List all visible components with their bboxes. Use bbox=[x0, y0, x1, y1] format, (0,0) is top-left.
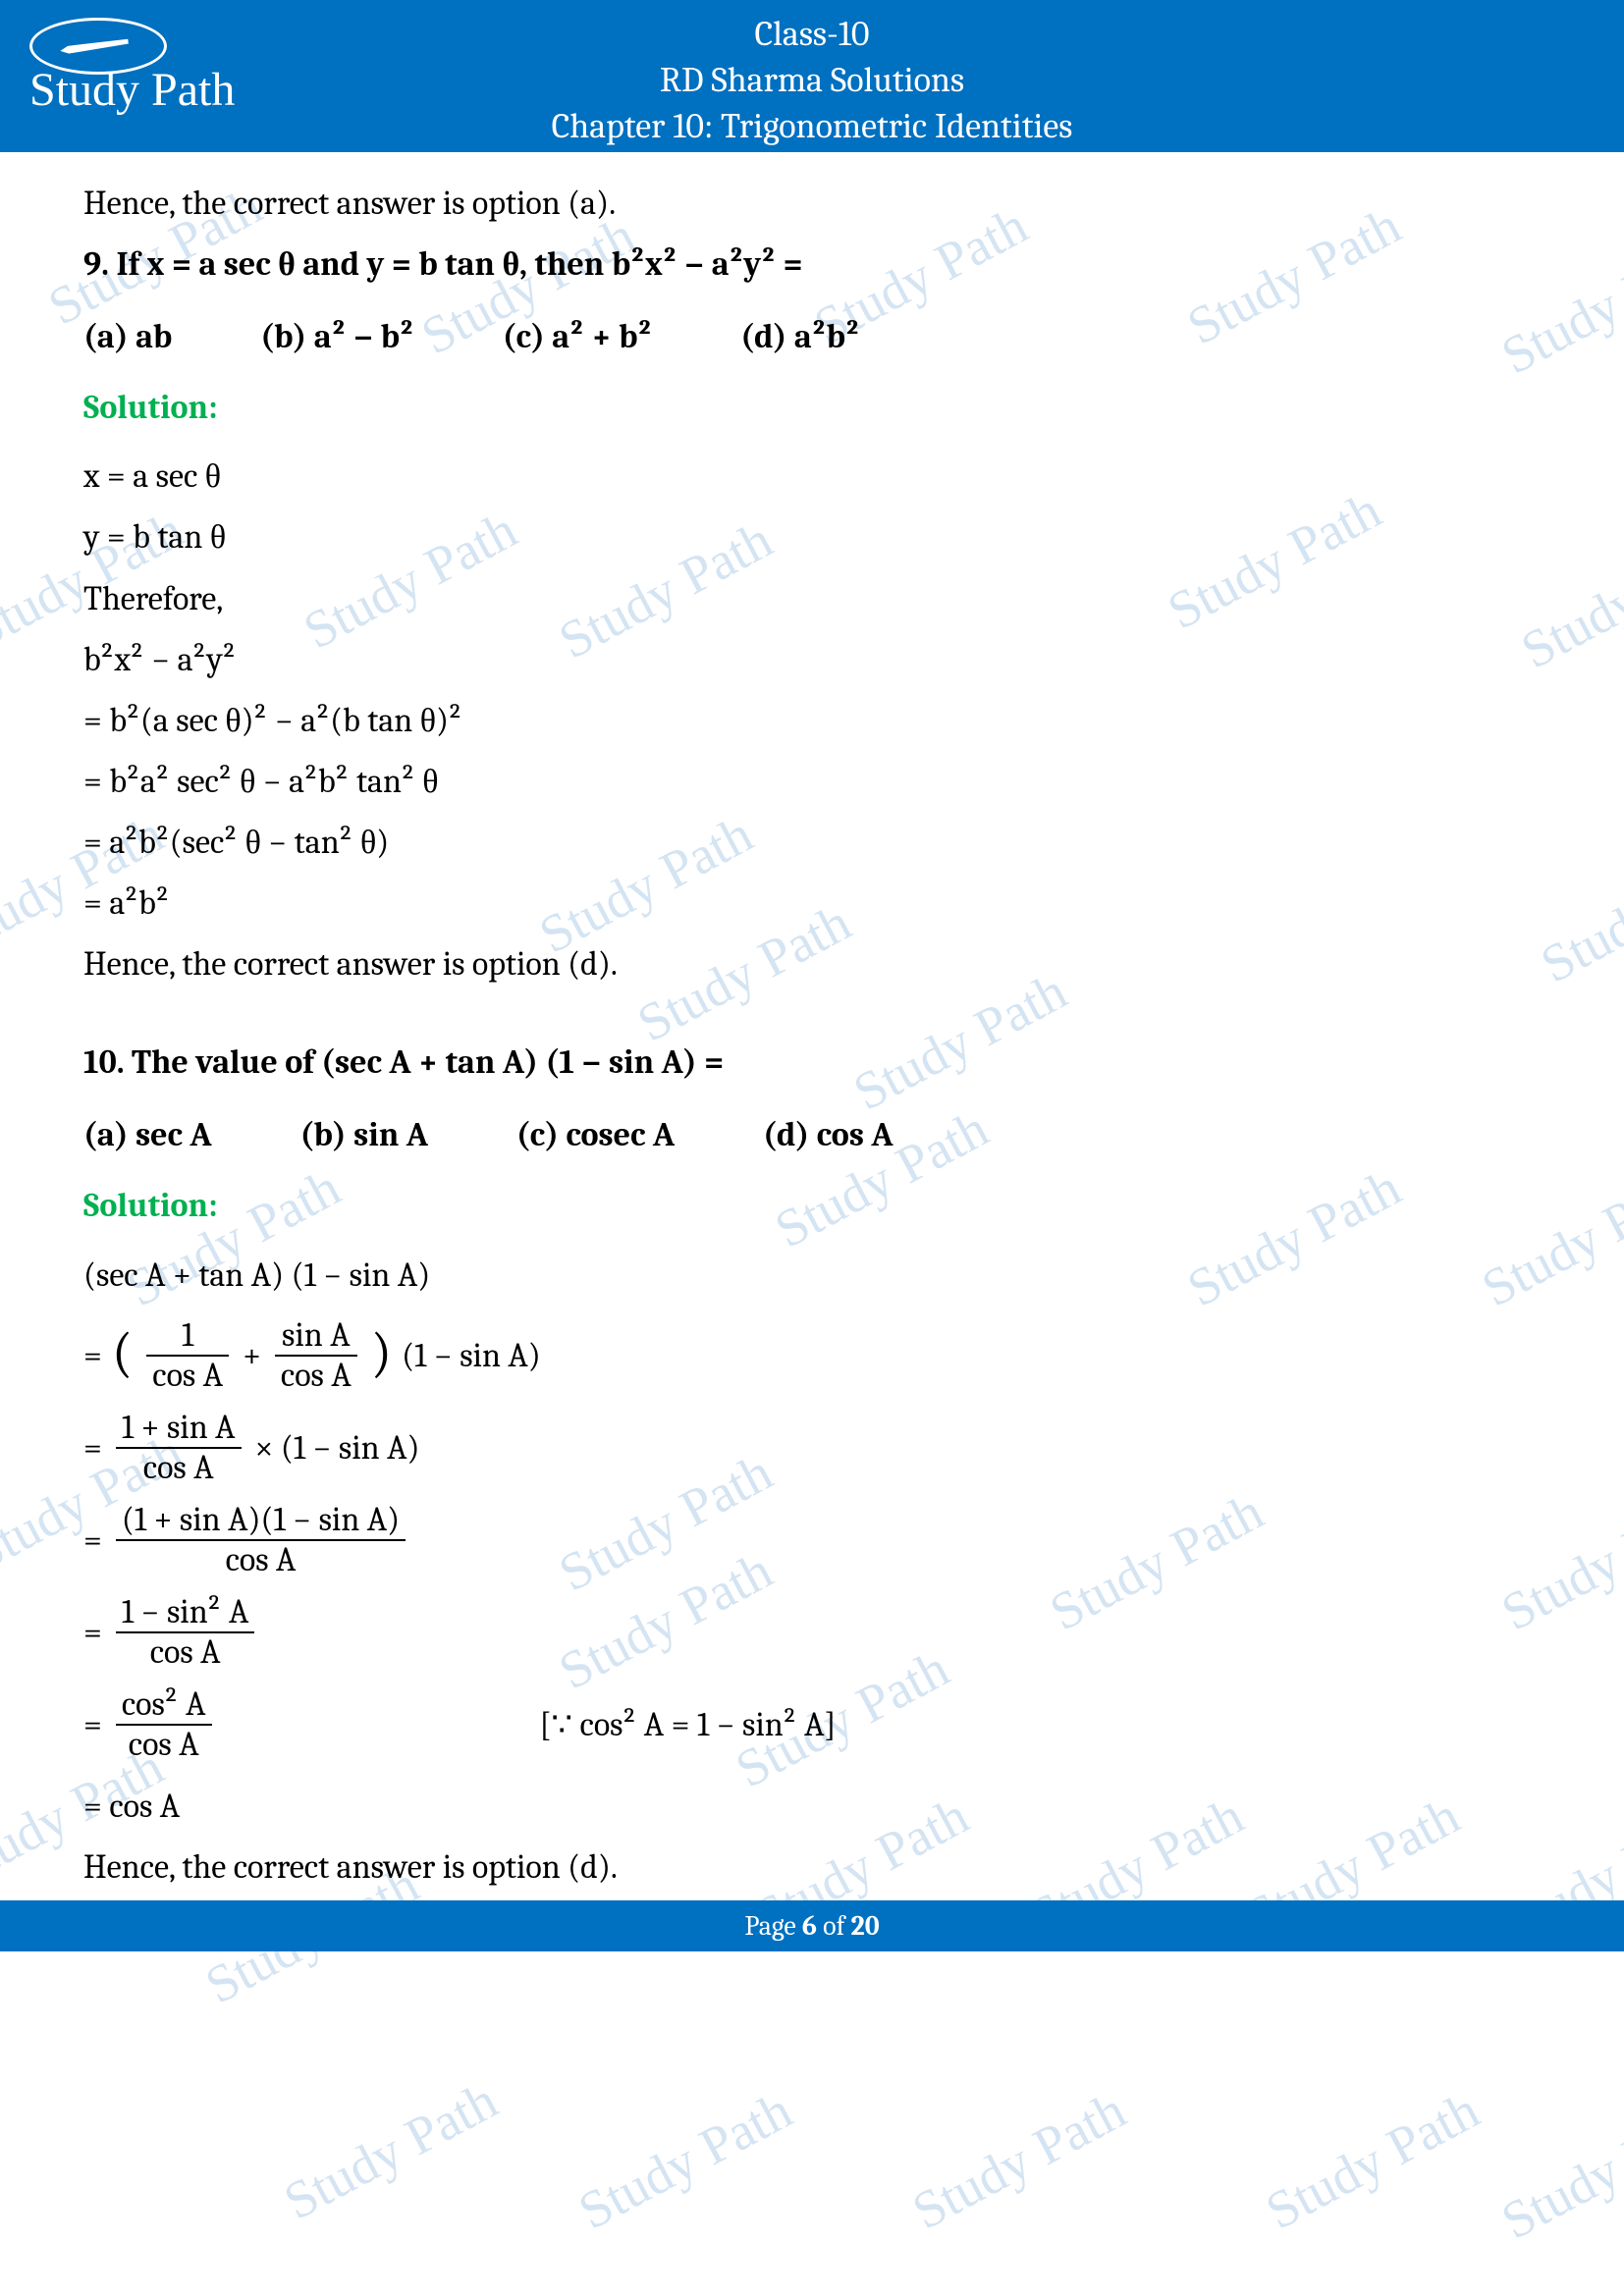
equals-sign: = bbox=[83, 1605, 102, 1660]
q10-stem: 10. The value of (sec A + tan A) (1 − si… bbox=[83, 1035, 1541, 1090]
q10-option-b: (b) sin A bbox=[300, 1107, 428, 1162]
header-chapter: Chapter 10: Trigonometric Identities bbox=[0, 104, 1624, 150]
denominator: cos A bbox=[116, 1724, 212, 1764]
fraction: (1 + sin A)(1 − sin A) cos A bbox=[116, 1501, 406, 1579]
identity-aside: [∵ cos² A = 1 − sin² A] bbox=[540, 1697, 837, 1752]
watermark: Study Path bbox=[1491, 2089, 1624, 2251]
q10-text: The value of (sec A + tan A) (1 − sin A)… bbox=[132, 1042, 724, 1082]
numerator: sin A bbox=[275, 1316, 357, 1355]
numerator: cos² A bbox=[116, 1685, 212, 1724]
q9-line: b²x² − a²y² bbox=[83, 632, 1541, 687]
watermark: Study Path bbox=[1256, 2079, 1489, 2241]
q10-conclusion: Hence, the correct answer is option (d). bbox=[83, 1840, 1541, 1895]
q9-option-d: (d) a²b² bbox=[740, 309, 859, 364]
q10-line1: (sec A + tan A) (1 − sin A) bbox=[83, 1248, 1541, 1303]
watermark: Study Path bbox=[274, 2069, 507, 2231]
logo: Study Path bbox=[29, 18, 235, 114]
denominator: cos A bbox=[116, 1631, 255, 1672]
right-paren-icon: ) bbox=[371, 1331, 392, 1375]
plus-sign: + bbox=[243, 1328, 261, 1383]
q10-eq2: = ( 1 cos A + sin A cos A ) (1 − sin A) bbox=[83, 1316, 1541, 1395]
q9-conclusion: Hence, the correct answer is option (d). bbox=[83, 936, 1541, 991]
q9-stem: 9. If x = a sec θ and y = b tan θ, then … bbox=[83, 237, 1541, 292]
footer-total: 20 bbox=[851, 1910, 880, 1942]
q9-line: = a²b²(sec² θ − tan² θ) bbox=[83, 815, 1541, 870]
denominator: cos A bbox=[116, 1447, 242, 1487]
fraction: 1 + sin A cos A bbox=[116, 1409, 242, 1487]
watermark: Study Path bbox=[902, 2079, 1135, 2241]
q10-eq6: = cos² A cos A [∵ cos² A = 1 − sin² A] bbox=[83, 1685, 1541, 1764]
q10-eq7: = cos A bbox=[83, 1779, 1541, 1834]
q9-option-b: (b) a² − b² bbox=[260, 309, 414, 364]
q9-line: x = a sec θ bbox=[83, 449, 1541, 504]
q9-line: y = b tan θ bbox=[83, 509, 1541, 564]
fraction: sin A cos A bbox=[275, 1316, 357, 1395]
q9-line: = b²(a sec θ)² − a²(b tan θ)² bbox=[83, 693, 1541, 748]
q10-option-d: (d) cos A bbox=[763, 1107, 893, 1162]
q9-number: 9. bbox=[83, 244, 109, 284]
equals-sign: = bbox=[83, 1420, 102, 1475]
q9-solution-label: Solution: bbox=[83, 380, 1541, 435]
header-book: RD Sharma Solutions bbox=[0, 58, 1624, 104]
numerator: (1 + sin A)(1 − sin A) bbox=[116, 1501, 406, 1539]
q10-eq5: = 1 − sin² A cos A bbox=[83, 1593, 1541, 1672]
left-paren-icon: ( bbox=[112, 1331, 133, 1375]
page-content: Hence, the correct answer is option (a).… bbox=[0, 152, 1624, 1895]
q9-line: Therefore, bbox=[83, 571, 1541, 626]
numerator: 1 − sin² A bbox=[116, 1593, 255, 1631]
q10-solution-label: Solution: bbox=[83, 1178, 1541, 1233]
q10-number: 10. bbox=[83, 1042, 125, 1082]
eq-tail: × (1 − sin A) bbox=[255, 1420, 420, 1475]
footer-current: 6 bbox=[802, 1910, 817, 1942]
denominator: cos A bbox=[146, 1355, 229, 1395]
numerator: 1 + sin A bbox=[116, 1409, 242, 1447]
q10-options: (a) sec A (b) sin A (c) cosec A (d) cos … bbox=[83, 1107, 1541, 1162]
prev-conclusion: Hence, the correct answer is option (a). bbox=[83, 176, 1541, 231]
q10-option-c: (c) cosec A bbox=[516, 1107, 675, 1162]
q9-text: If x = a sec θ and y = b tan θ, then b²x… bbox=[116, 244, 802, 284]
watermark: Study Path bbox=[568, 2079, 801, 2241]
q10-eq4: = (1 + sin A)(1 − sin A) cos A bbox=[83, 1501, 1541, 1579]
header-class: Class-10 bbox=[0, 12, 1624, 58]
q9-option-c: (c) a² + b² bbox=[503, 309, 653, 364]
q9-line: = a²b² bbox=[83, 876, 1541, 931]
q9-line: = b²a² sec² θ − a²b² tan² θ bbox=[83, 754, 1541, 809]
fraction: 1 cos A bbox=[146, 1316, 229, 1395]
denominator: cos A bbox=[275, 1355, 357, 1395]
logo-pen-icon bbox=[29, 18, 167, 75]
numerator: 1 bbox=[146, 1316, 229, 1355]
equals-sign: = bbox=[83, 1328, 102, 1383]
footer-prefix: Page bbox=[744, 1910, 802, 1942]
footer-middle: of bbox=[817, 1910, 851, 1942]
page-footer: Page 6 of 20 bbox=[0, 1900, 1624, 1951]
equals-sign: = bbox=[83, 1697, 102, 1752]
page-header: Study Path Class-10 RD Sharma Solutions … bbox=[0, 0, 1624, 152]
logo-text: Study Path bbox=[29, 64, 235, 116]
q9-options: (a) ab (b) a² − b² (c) a² + b² (d) a²b² bbox=[83, 309, 1541, 364]
q9-option-a: (a) ab bbox=[83, 309, 172, 364]
fraction: 1 − sin² A cos A bbox=[116, 1593, 255, 1672]
fraction: cos² A cos A bbox=[116, 1685, 212, 1764]
eq-tail: (1 − sin A) bbox=[402, 1328, 541, 1383]
q10-option-a: (a) sec A bbox=[83, 1107, 212, 1162]
equals-sign: = bbox=[83, 1513, 102, 1568]
denominator: cos A bbox=[116, 1539, 406, 1579]
q10-eq3: = 1 + sin A cos A × (1 − sin A) bbox=[83, 1409, 1541, 1487]
